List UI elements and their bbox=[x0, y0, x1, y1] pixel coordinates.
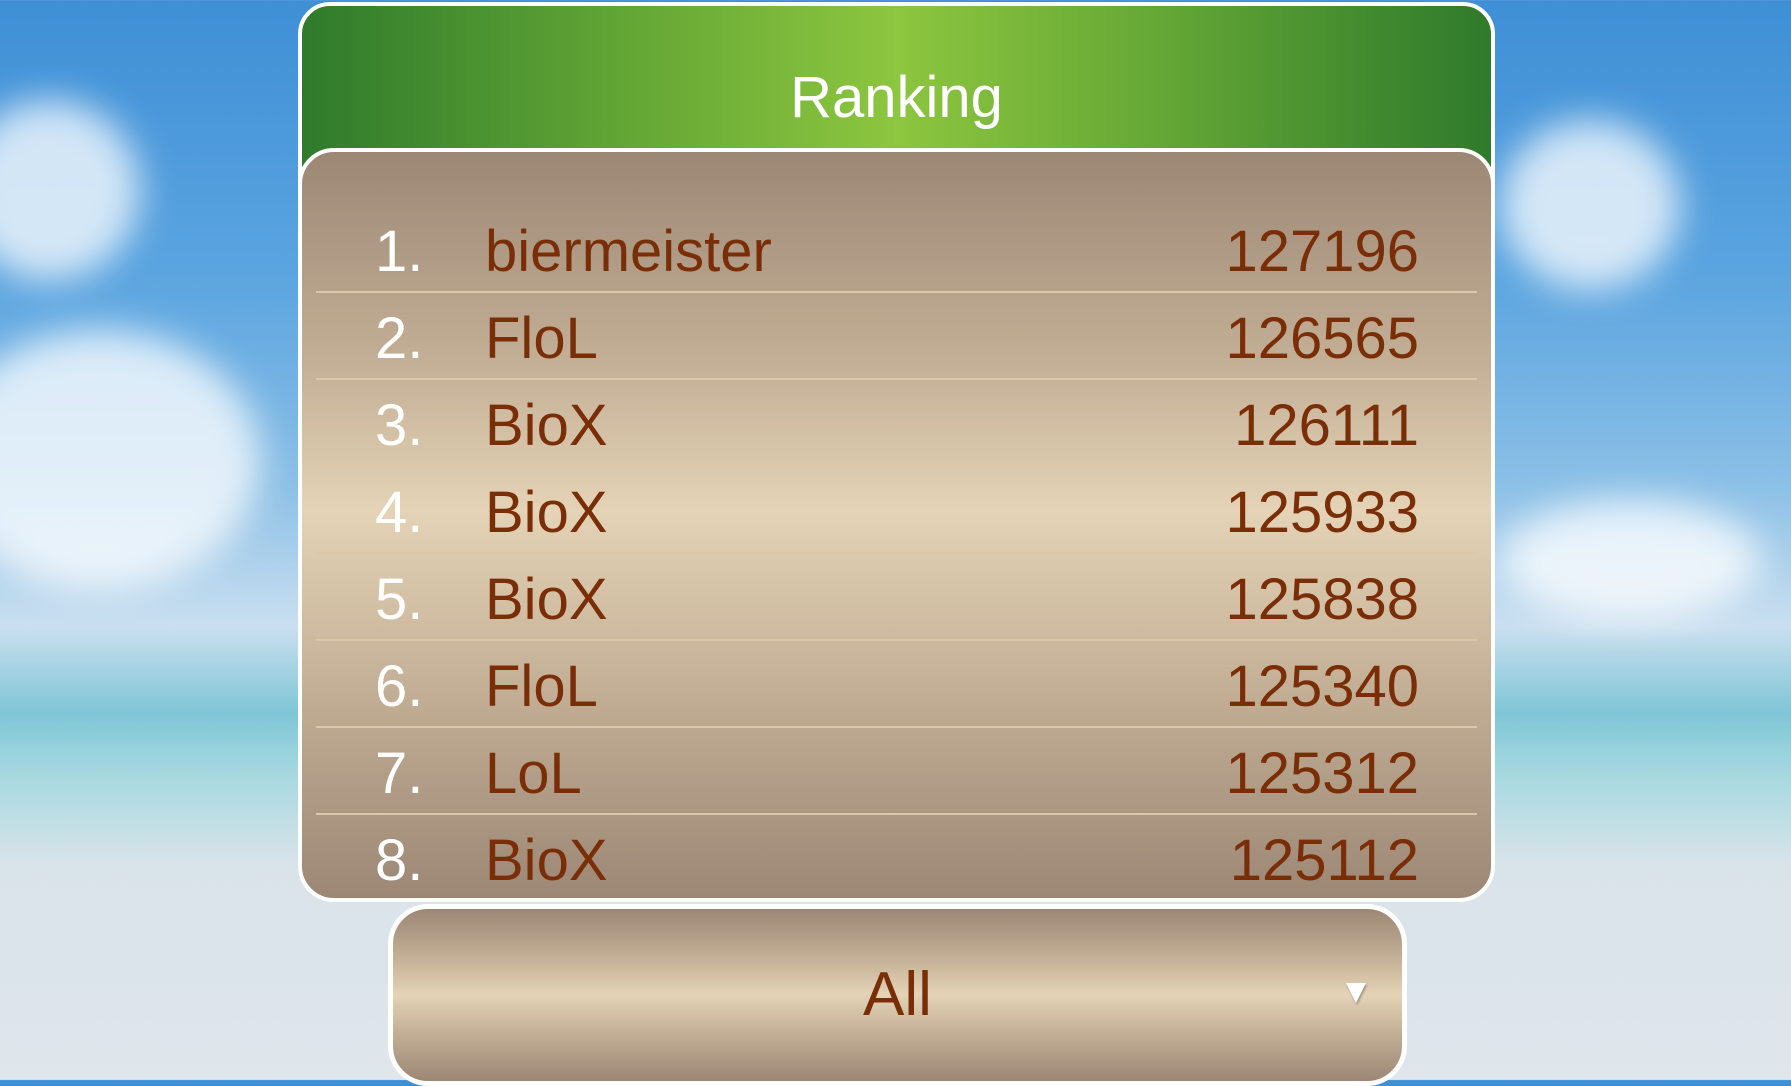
rank-number: 4. bbox=[375, 480, 424, 545]
player-name: BioX bbox=[485, 828, 608, 893]
page-title: Ranking bbox=[790, 65, 1003, 130]
rank-number: 7. bbox=[375, 741, 424, 806]
player-score: 125933 bbox=[1225, 480, 1419, 545]
rank-number: 2. bbox=[375, 306, 424, 371]
rank-number: 1. bbox=[375, 219, 424, 284]
ranking-row: 6. FloL 125340 bbox=[316, 639, 1477, 728]
player-score: 125340 bbox=[1225, 654, 1419, 719]
player-score: 125312 bbox=[1225, 741, 1419, 806]
player-score: 125838 bbox=[1225, 567, 1419, 632]
player-score: 127196 bbox=[1225, 219, 1419, 284]
filter-selected-value: All bbox=[863, 960, 932, 1029]
player-name: FloL bbox=[485, 306, 598, 371]
ranking-row: 7. LoL 125312 bbox=[316, 726, 1477, 815]
rank-number: 8. bbox=[375, 828, 424, 893]
triangle-down-icon bbox=[1346, 983, 1366, 1003]
rank-number: 6. bbox=[375, 654, 424, 719]
rank-number: 5. bbox=[375, 567, 424, 632]
player-score: 126565 bbox=[1225, 306, 1419, 371]
player-score: 126111 bbox=[1234, 393, 1419, 458]
ranking-row: 3. BioX 126111 bbox=[316, 378, 1477, 467]
player-name: BioX bbox=[485, 393, 608, 458]
player-name: biermeister bbox=[485, 219, 772, 284]
ranking-row: 1. biermeister 127196 bbox=[316, 204, 1477, 293]
rank-number: 3. bbox=[375, 393, 424, 458]
ranking-row: 2. FloL 126565 bbox=[316, 291, 1477, 380]
ranking-row: 5. BioX 125838 bbox=[316, 552, 1477, 641]
player-name: LoL bbox=[485, 741, 582, 806]
player-name: BioX bbox=[485, 567, 608, 632]
filter-dropdown[interactable]: All bbox=[388, 904, 1407, 1086]
player-name: BioX bbox=[485, 480, 608, 545]
ranking-row: 8. BioX 125112 bbox=[316, 813, 1477, 898]
player-name: FloL bbox=[485, 654, 598, 719]
ranking-list[interactable]: 1. biermeister 127196 2. FloL 126565 3. BioX 126… bbox=[298, 148, 1495, 902]
ranking-row: 4. BioX 125933 bbox=[316, 465, 1477, 554]
player-score: 125112 bbox=[1229, 828, 1419, 893]
